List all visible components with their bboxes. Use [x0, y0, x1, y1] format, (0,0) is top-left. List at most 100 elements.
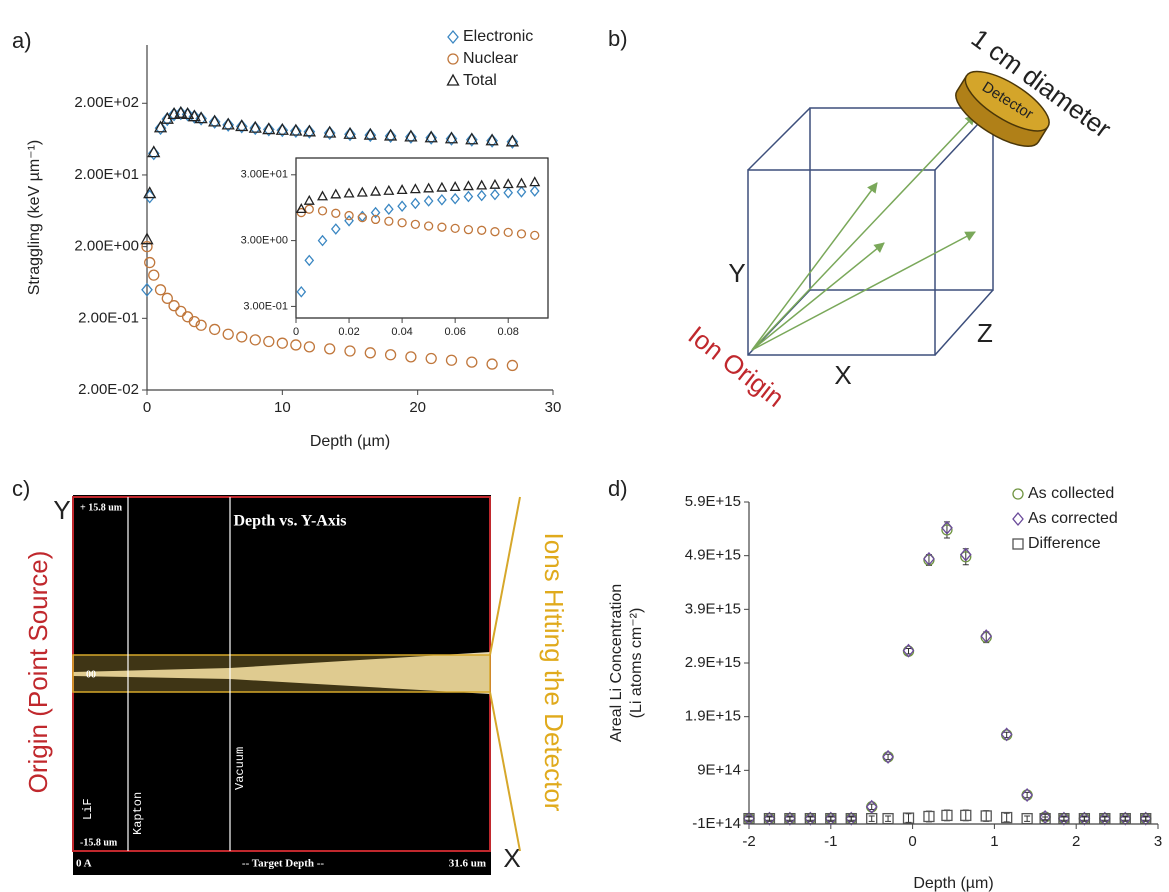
x-tick-label: 0 — [143, 399, 151, 416]
y-tick-label: 2.00E+01 — [74, 166, 139, 183]
marker — [515, 177, 527, 188]
error-bar — [746, 816, 752, 821]
x-tick-label: 2 — [1072, 833, 1080, 850]
marker — [476, 189, 487, 202]
marker — [882, 749, 894, 764]
marker — [364, 347, 376, 359]
legend-marker — [447, 29, 459, 45]
marker — [529, 176, 541, 187]
x-tick-label: 10 — [274, 399, 291, 416]
marker — [445, 131, 458, 146]
marker — [423, 195, 434, 207]
axis-label: X — [503, 843, 520, 873]
marker — [154, 121, 167, 136]
marker — [370, 206, 381, 219]
error-bar — [1024, 815, 1031, 822]
x-tick-label: 0.04 — [391, 326, 412, 338]
x-tick-label: 20 — [409, 399, 426, 416]
chart: 2.00E-02 2.00E-01 2.00E+00 2.00E+01 2.00E+02… — [12, 28, 561, 450]
marker — [296, 285, 307, 298]
marker — [147, 145, 161, 158]
marker — [825, 812, 837, 825]
layer-label: Vacuum — [233, 747, 247, 790]
x-tick-label: 3 — [1154, 833, 1162, 850]
marker — [174, 106, 187, 121]
error-bar — [786, 816, 793, 821]
x-axis-label: -- Target Depth -- — [242, 858, 325, 870]
error-bar — [1042, 816, 1049, 821]
marker — [449, 180, 461, 191]
marker — [303, 194, 315, 205]
marker — [344, 345, 356, 357]
legend-marker — [1012, 488, 1024, 500]
marker — [209, 323, 221, 336]
marker — [425, 352, 437, 365]
marker — [784, 811, 796, 826]
marker — [923, 810, 935, 823]
marker — [262, 122, 275, 137]
marker — [465, 132, 478, 147]
error-bar — [807, 816, 814, 821]
marker — [357, 212, 367, 223]
axis-label: Z — [977, 318, 993, 348]
marker — [356, 186, 368, 197]
marker — [425, 130, 438, 145]
x-tick-label: 0 — [293, 326, 299, 338]
marker — [153, 120, 168, 133]
detector-band — [72, 654, 491, 693]
marker — [236, 331, 248, 343]
marker — [445, 354, 458, 366]
marker — [317, 190, 329, 201]
axis-label: X — [834, 360, 851, 390]
marker — [344, 127, 356, 142]
marker — [1078, 811, 1091, 826]
y-tick-label: 4.9E+15 — [685, 547, 741, 564]
marker — [530, 230, 540, 241]
marker — [304, 204, 314, 214]
marker — [1058, 811, 1070, 826]
marker — [845, 812, 857, 825]
marker — [960, 551, 972, 563]
marker — [503, 186, 514, 199]
marker — [290, 124, 302, 139]
legend-label: Nuclear — [463, 50, 519, 67]
marker — [502, 178, 514, 189]
cube — [747, 107, 994, 356]
marker — [140, 232, 154, 245]
marker — [960, 809, 972, 822]
image-title: Depth vs. Y-Axis — [233, 513, 346, 530]
marker — [463, 225, 474, 235]
origin-note: Origin (Point Source) — [23, 551, 53, 794]
marker — [959, 547, 972, 562]
marker — [1058, 812, 1070, 825]
marker — [743, 811, 755, 826]
chart: -1E+14 9E+14 1.9E+15 2.9E+15 3.9E+15 4.9E+15 5… — [608, 476, 1162, 892]
marker — [289, 123, 303, 136]
panel-label: c) — [12, 476, 30, 501]
error-bar — [1060, 816, 1067, 821]
marker — [503, 227, 513, 238]
x-tick-label: -1 — [824, 833, 837, 850]
marker — [194, 111, 208, 124]
ion-path — [751, 231, 976, 351]
marker — [383, 203, 394, 216]
marker — [423, 182, 435, 193]
x-tick-label: 0.02 — [338, 326, 359, 338]
marker — [397, 200, 407, 213]
ion-path — [751, 242, 885, 351]
marker — [436, 181, 448, 192]
marker — [331, 208, 341, 218]
marker — [424, 130, 438, 143]
panel-label: a) — [12, 28, 32, 53]
marker — [343, 126, 357, 139]
marker — [303, 124, 316, 139]
error-bar — [1122, 816, 1129, 821]
marker — [1000, 727, 1013, 742]
panel-label: b) — [608, 26, 628, 51]
image-border — [72, 496, 491, 852]
marker — [866, 812, 878, 825]
marker — [249, 334, 261, 346]
error-bar — [1081, 816, 1088, 821]
legend-label: Electronic — [463, 28, 533, 45]
marker — [384, 216, 394, 226]
